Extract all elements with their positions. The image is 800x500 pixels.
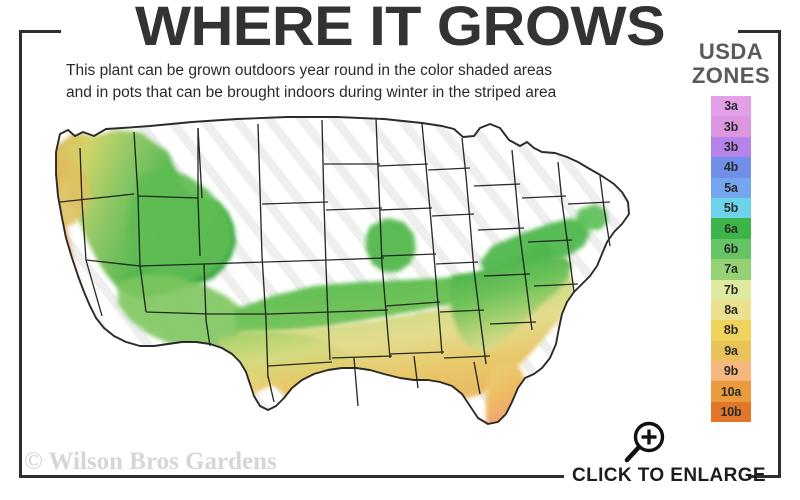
state-boundaries (55, 116, 630, 425)
legend-title: USDA ZONES (688, 40, 774, 88)
legend-swatch-zone-3b-1: 3b (711, 116, 751, 137)
frame-border-top-left (19, 30, 61, 33)
legend-title-line-1: USDA (698, 39, 764, 64)
legend-swatch-zone-5b-5: 5b (711, 197, 751, 219)
map-color-zones (56, 130, 608, 424)
legend-swatch-zone-6a-6: 6a (711, 218, 751, 239)
magnifier-plus-icon[interactable] (618, 418, 670, 466)
frame-border-right (778, 30, 781, 478)
legend-swatch-zone-5a-4: 5a (711, 177, 751, 198)
legend-swatch-zone-3b-2: 3b (711, 136, 751, 158)
subtitle-text: This plant can be grown outdoors year ro… (66, 60, 636, 104)
usda-zones-legend: USDA ZONES 3a 3b 3b 4b 5a 5b 6a 6b 7a 7b 8a 8b 9a 9b 1… (688, 40, 774, 423)
watermark-copyright: © Wilson Bros Gardens (24, 448, 277, 475)
legend-swatch-zone-7a-8: 7a (711, 259, 751, 280)
legend-swatch-zone-7b-9: 7b (711, 279, 751, 300)
subtitle-line-2: and in pots that can be brought indoors … (66, 84, 557, 101)
legend-swatch-zone-4b-3: 4b (711, 157, 751, 178)
legend-swatch-zone-8a-10: 8a (711, 299, 751, 321)
frame-border-left (19, 30, 22, 478)
frame-border-bottom-left (19, 475, 564, 478)
legend-swatch-zone-9b-13: 9b (711, 361, 751, 382)
click-to-enlarge-label[interactable]: CLICK TO ENLARGE (572, 465, 766, 486)
legend-swatch-zone-3a-0: 3a (711, 96, 751, 117)
subtitle-line-1: This plant can be grown outdoors year ro… (66, 62, 552, 79)
page-title: WHERE IT GROWS (134, 0, 666, 57)
legend-swatch-zone-10a-14: 10a (711, 381, 751, 402)
frame-border-top-right (738, 30, 781, 33)
usda-hardiness-zone-map[interactable] (22, 106, 672, 476)
legend-swatch-list: 3a 3b 3b 4b 5a 5b 6a 6b 7a 7b 8a 8b 9a 9b 10a 10b (688, 96, 774, 423)
legend-swatch-zone-8b-11: 8b (711, 320, 751, 341)
legend-swatch-zone-9a-12: 9a (711, 340, 751, 362)
legend-title-line-2: ZONES (691, 63, 771, 88)
frame-border-bottom-right (748, 475, 781, 478)
legend-swatch-zone-6b-7: 6b (711, 238, 751, 260)
legend-swatch-zone-10b-15: 10b (711, 401, 751, 423)
map-svg (55, 116, 630, 425)
